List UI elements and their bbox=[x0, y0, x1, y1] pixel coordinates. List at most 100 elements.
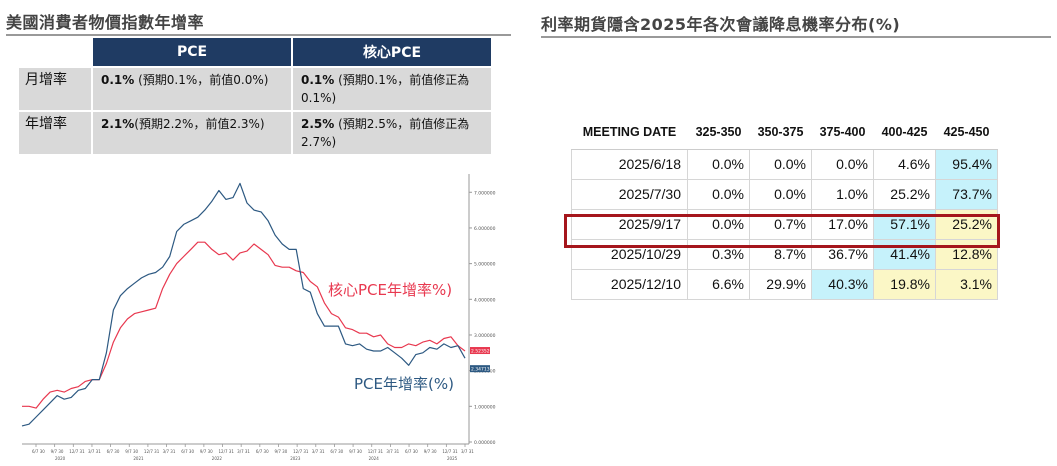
probability-cell: 6.6% bbox=[687, 268, 750, 300]
x-tick-label: 9/7 30 bbox=[51, 449, 64, 454]
pce-yearly-cell: 2.1%(預期2.2%，前值2.3%) bbox=[93, 110, 293, 154]
x-year-label: 2024 bbox=[369, 456, 380, 461]
left-title-divider bbox=[6, 34, 511, 36]
fed-table-row: 2025/12/10 6.6% 29.9% 40.3% 19.8% 3.1% bbox=[571, 268, 998, 300]
fed-header-range: 325-350 bbox=[687, 115, 750, 150]
fed-header-range: 425-450 bbox=[935, 115, 998, 150]
pce-row-monthly: 月增率 0.1% (預期0.1%，前值0.0%) 0.1% (預期0.1%，前值… bbox=[19, 66, 493, 110]
pce-yearly-detail: (預期2.2%，前值2.3%) bbox=[134, 117, 265, 131]
y-tick-label: 1.000000 bbox=[474, 404, 496, 410]
x-tick-label: 3/7 31 bbox=[237, 449, 250, 454]
meeting-date-cell: 2025/7/30 bbox=[571, 178, 688, 210]
fed-table-row: 2025/7/30 0.0% 0.0% 1.0% 25.2% 73.7% bbox=[571, 178, 998, 210]
meeting-date-cell: 2025/6/18 bbox=[571, 148, 688, 180]
core-pce-series-label: 核心PCE年增率%) bbox=[328, 281, 452, 299]
chart-series-group: 2.523529 2.347136 bbox=[21, 182, 493, 427]
probability-cell: 4.6% bbox=[873, 148, 936, 180]
pce-summary-table: PCE 核心PCE 月增率 0.1% (預期0.1%，前值0.0%) 0.1% … bbox=[19, 38, 493, 154]
x-tick-label: 9/7 30 bbox=[349, 449, 362, 454]
x-year-label: 2021 bbox=[133, 456, 144, 461]
pce-yearly-value: 2.1% bbox=[101, 117, 135, 131]
fed-header-range: 350-375 bbox=[749, 115, 812, 150]
probability-cell: 0.0% bbox=[687, 148, 750, 180]
pce-monthly-cell: 0.1% (預期0.1%，前值0.0%) bbox=[93, 66, 293, 110]
probability-cell: 8.7% bbox=[749, 238, 812, 270]
highlighted-meeting-row-box bbox=[564, 214, 1000, 248]
y-tick-label: 0.000000 bbox=[474, 440, 496, 446]
probability-cell: 73.7% bbox=[935, 178, 998, 210]
x-tick-label: 3/7 31 bbox=[163, 449, 176, 454]
probability-cell: 0.0% bbox=[749, 178, 812, 210]
fed-header-range: 375-400 bbox=[811, 115, 874, 150]
x-tick-label: 6/7 30 bbox=[32, 449, 45, 454]
series-end-value-label: 2.523529 bbox=[471, 349, 493, 355]
x-tick-label: 9/7 30 bbox=[424, 449, 437, 454]
x-year-label: 2022 bbox=[212, 456, 223, 461]
core-pce-monthly-value: 0.1% bbox=[301, 73, 335, 87]
pce-header-blank bbox=[19, 38, 93, 66]
x-tick-label: 9/7 30 bbox=[125, 449, 138, 454]
x-tick-label: 6/7 30 bbox=[256, 449, 269, 454]
x-year-label: 2023 bbox=[290, 456, 301, 461]
chart-y-axis-group: 0.0000001.0000002.0000003.0000004.000000… bbox=[468, 174, 496, 446]
probability-cell: 19.8% bbox=[873, 268, 936, 300]
probability-cell: 41.4% bbox=[873, 238, 936, 270]
pce-series-label: PCE年增率(%) bbox=[354, 375, 454, 393]
x-tick-label: 12/7 31 bbox=[442, 449, 458, 454]
meeting-date-cell: 2025/12/10 bbox=[571, 268, 688, 300]
x-tick-label: 6/7 30 bbox=[181, 449, 194, 454]
core-pce-yearly-cell: 2.5% (預期2.5%，前值修正為2.7%) bbox=[293, 110, 493, 154]
probability-cell: 3.1% bbox=[935, 268, 998, 300]
x-tick-label: 12/7 31 bbox=[144, 449, 160, 454]
series-line-1 bbox=[21, 182, 466, 427]
probability-cell: 95.4% bbox=[935, 148, 998, 180]
x-tick-label: 12/7 31 bbox=[368, 449, 384, 454]
x-tick-label: 9/7 30 bbox=[274, 449, 287, 454]
fed-header-range: 400-425 bbox=[873, 115, 936, 150]
x-tick-label: 6/7 30 bbox=[330, 449, 343, 454]
x-tick-label: 3/7 31 bbox=[461, 449, 474, 454]
pce-monthly-value: 0.1% bbox=[101, 73, 135, 87]
probability-cell: 0.0% bbox=[811, 148, 874, 180]
pce-monthly-detail: (預期0.1%，前值0.0%) bbox=[134, 73, 269, 87]
probability-cell: 0.0% bbox=[687, 178, 750, 210]
x-year-label: 2025 bbox=[447, 456, 458, 461]
fed-table-row: 2025/10/29 0.3% 8.7% 36.7% 41.4% 12.8% bbox=[571, 238, 998, 270]
series-end-value-tag bbox=[470, 347, 490, 355]
x-tick-label: 3/7 31 bbox=[386, 449, 399, 454]
probability-cell: 0.7% bbox=[749, 208, 812, 240]
series-end-value-label: 2.347136 bbox=[471, 367, 493, 373]
x-tick-label: 3/7 31 bbox=[88, 449, 101, 454]
y-tick-label: 3.000000 bbox=[474, 333, 496, 339]
core-pce-monthly-detail: (預期0.1%，前值修正為0.1%) bbox=[301, 73, 470, 105]
pce-row-label: 月增率 bbox=[19, 66, 93, 110]
y-tick-label: 6.000000 bbox=[474, 226, 496, 232]
fed-panel-title: 利率期貨隱含2025年各次會議降息機率分布(%) bbox=[541, 15, 901, 34]
x-tick-label: 6/7 30 bbox=[107, 449, 120, 454]
y-tick-label: 7.000000 bbox=[474, 190, 496, 196]
y-tick-label: 4.000000 bbox=[474, 297, 496, 303]
pce-line-chart: 0.0000001.0000002.0000003.0000004.000000… bbox=[21, 174, 496, 461]
pce-row-yearly: 年增率 2.1%(預期2.2%，前值2.3%) 2.5% (預期2.5%，前值修… bbox=[19, 110, 493, 154]
probability-cell: 40.3% bbox=[811, 268, 874, 300]
right-title-divider bbox=[541, 36, 1051, 38]
probability-cell: 1.0% bbox=[811, 178, 874, 210]
x-year-label: 2020 bbox=[55, 456, 66, 461]
x-tick-label: 12/7 31 bbox=[219, 449, 235, 454]
pce-header-pce: PCE bbox=[93, 38, 293, 66]
x-tick-label: 12/7 31 bbox=[293, 449, 309, 454]
core-pce-yearly-value: 2.5% bbox=[301, 117, 335, 131]
chart-x-axis-group: 6/7 30 9/7 30 12/7 31 3/7 31 6/7 30 9/7 30 12/… bbox=[22, 443, 474, 461]
fed-table-row: 2025/6/18 0.0% 0.0% 0.0% 4.6% 95.4% bbox=[571, 148, 998, 180]
probability-cell: 29.9% bbox=[749, 268, 812, 300]
x-tick-label: 6/7 30 bbox=[405, 449, 418, 454]
pce-header-core-pce: 核心PCE bbox=[293, 38, 493, 66]
core-pce-yearly-detail: (預期2.5%，前值修正為2.7%) bbox=[301, 117, 470, 149]
fed-table-header-row: MEETING DATE 325-350 350-375 375-400 400… bbox=[571, 115, 998, 150]
probability-cell: 12.8% bbox=[935, 238, 998, 270]
x-tick-label: 12/7 31 bbox=[69, 449, 85, 454]
x-tick-label: 3/7 31 bbox=[312, 449, 325, 454]
pce-table-header-row: PCE 核心PCE bbox=[19, 38, 493, 66]
pce-panel-title: 美國消費者物價指數年增率 bbox=[6, 13, 205, 32]
fed-probability-table: MEETING DATE 325-350 350-375 375-400 400… bbox=[571, 115, 998, 300]
